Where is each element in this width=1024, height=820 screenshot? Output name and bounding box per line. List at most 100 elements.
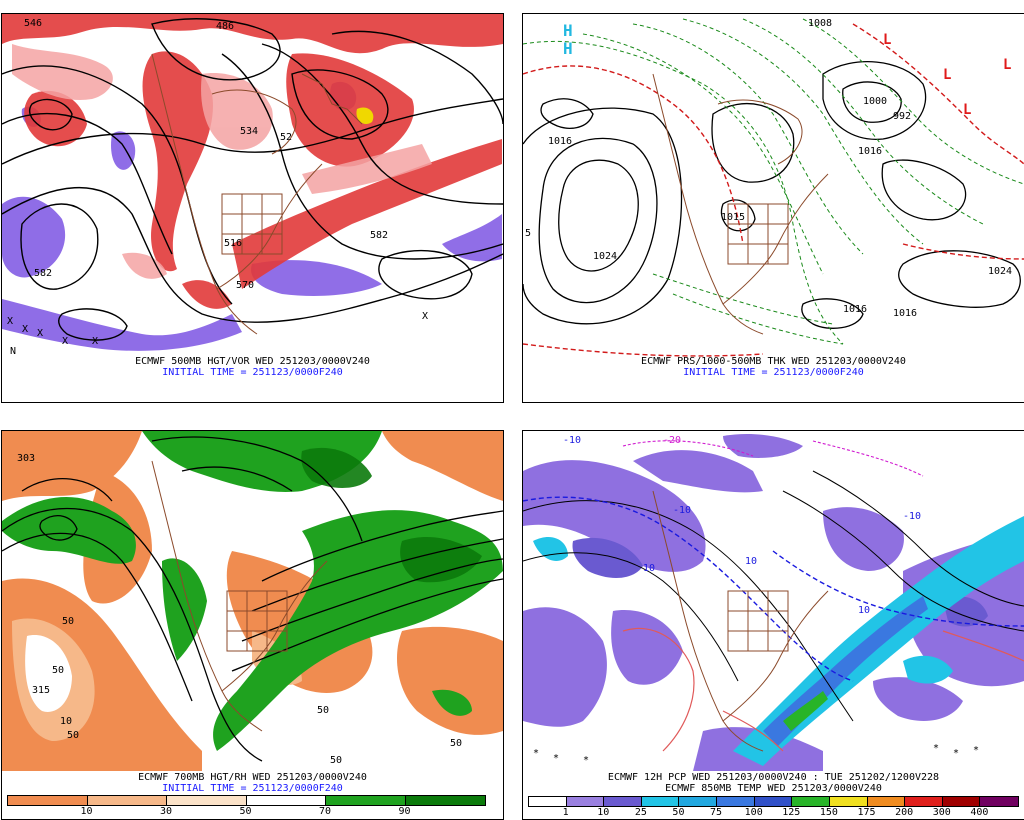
svg-text:*: * [933, 743, 939, 754]
contour-label: -10 [903, 511, 921, 522]
contour-label: 10 [60, 716, 72, 727]
panel-caption-main: ECMWF PRS/1000-500MB THK WED 251203/0000… [641, 356, 906, 367]
precip-colorbar-ticks: 1 10 25 50 75 100 125 150 175 200 300 400 [528, 807, 1017, 819]
map-pressure-thickness: H H L L L L 1008 1016 1024 1024 1016 101… [523, 14, 1024, 369]
contour-label: -10 [563, 435, 581, 446]
contour-label: 50 [52, 665, 64, 676]
svg-text:*: * [533, 748, 539, 759]
contour-label: 1016 [893, 308, 917, 319]
colorbar-tick-label: 50 [239, 806, 252, 817]
contour-label: 303 [17, 453, 35, 464]
colorbar-segment [246, 796, 326, 805]
contour-label: 1016 [548, 136, 572, 147]
contour-label: 582 [34, 268, 52, 279]
svg-text:X: X [37, 328, 43, 339]
colorbar-segment [529, 797, 567, 806]
contour-label: 1016 [843, 304, 867, 315]
svg-text:*: * [553, 753, 559, 764]
colorbar-tick-label: 90 [398, 806, 411, 817]
panel-caption-initial-time: INITIAL TIME = 251123/0000F240 [683, 367, 864, 378]
panel-caption-initial-time: INITIAL TIME = 251123/0000F240 [162, 367, 343, 378]
contour-label: 10 [643, 563, 655, 574]
svg-text:N: N [10, 346, 16, 357]
colorbar-tick-label: 400 [970, 807, 989, 818]
svg-text:L: L [883, 32, 891, 48]
contour-label: 992 [893, 111, 911, 122]
colorbar-segment [641, 797, 680, 806]
contour-label: -20 [663, 435, 681, 446]
svg-text:L: L [1003, 57, 1011, 73]
panel-caption-precip: ECMWF 12H PCP WED 251203/0000V240 : TUE … [607, 772, 940, 783]
panel-caption-temp: ECMWF 850MB TEMP WED 251203/0000V240 [665, 783, 882, 794]
colorbar-tick-label: 150 [819, 807, 838, 818]
colorbar-tick-label: 300 [932, 807, 951, 818]
panel-caption-main: ECMWF 500MB HGT/VOR WED 251203/0000V240 [135, 356, 370, 367]
colorbar-segment [792, 797, 830, 806]
colorbar-tick-label: 125 [782, 807, 801, 818]
colorbar-segment [829, 797, 868, 806]
map-500mb-vorticity: XX XX XNX 546 486 534 52 582 582 516 570 [2, 14, 503, 369]
contour-label: 546 [24, 18, 42, 29]
contour-label: 50 [330, 755, 342, 766]
colorbar-segment [942, 797, 981, 806]
svg-text:X: X [92, 336, 98, 347]
panel-700mb-hgt-rh: 303 50 50 315 10 50 50 50 50 ECMWF 700MB… [1, 430, 504, 820]
panel-caption-initial-time: INITIAL TIME = 251123/0000F240 [162, 783, 343, 794]
contour-label: 315 [32, 685, 50, 696]
map-precip-850mb-temp: * * * * * * -20 -10 -10 10 10 -10 10 [523, 431, 1024, 771]
colorbar-tick-label: 30 [159, 806, 173, 817]
colorbar-tick-label: 200 [895, 807, 914, 818]
colorbar-tick-label: 10 [597, 807, 610, 818]
colorbar-tick-label: 100 [744, 807, 763, 818]
svg-text:H: H [563, 39, 573, 58]
contour-label: 1008 [808, 18, 832, 29]
contour-label: 1016 [858, 146, 882, 157]
panel-caption-main: ECMWF 700MB HGT/RH WED 251203/0000V240 [138, 772, 367, 783]
svg-text:X: X [22, 324, 28, 335]
svg-text:X: X [422, 311, 428, 322]
contour-label: 50 [450, 738, 462, 749]
svg-text:*: * [973, 745, 979, 756]
colorbar-segment [87, 796, 167, 805]
contour-label: 10 [745, 556, 757, 567]
precip-colorbar [528, 796, 1019, 807]
contour-label: 52 [280, 132, 292, 143]
colorbar-segment [604, 797, 642, 806]
svg-text:H: H [563, 21, 573, 40]
colorbar-tick-label: 175 [857, 807, 876, 818]
colorbar-segment [980, 797, 1018, 806]
svg-text:*: * [953, 748, 959, 759]
contour-label: 50 [317, 705, 329, 716]
svg-text:X: X [7, 316, 13, 327]
contour-label: 5 [525, 228, 531, 239]
contour-label: -10 [673, 505, 691, 516]
contour-label: 486 [216, 21, 234, 32]
contour-label: 1000 [863, 96, 887, 107]
colorbar-tick-label: 1 [562, 807, 569, 818]
svg-text:L: L [943, 67, 951, 83]
colorbar-tick-label: 75 [710, 807, 723, 818]
panel-12h-pcp-850mb-temp: * * * * * * -20 -10 -10 10 10 -10 10 ECMWF 12… [522, 430, 1024, 820]
svg-text:L: L [963, 102, 971, 118]
svg-text:*: * [583, 755, 589, 766]
contour-label: 1024 [988, 266, 1012, 277]
colorbar-segment [167, 796, 247, 805]
contour-label: 50 [67, 730, 79, 741]
colorbar-segment [566, 797, 605, 806]
contour-label: 582 [370, 230, 388, 241]
colorbar-segment [754, 797, 793, 806]
colorbar-segment [326, 796, 406, 805]
colorbar-tick-label: 70 [318, 806, 332, 817]
contour-label: 50 [62, 616, 74, 627]
colorbar-segment [867, 797, 906, 806]
colorbar-segment [905, 797, 943, 806]
colorbar-tick-label: 50 [672, 807, 685, 818]
panel-prs-thk: H H L L L L 1008 1016 1024 1024 1016 101… [522, 13, 1024, 403]
contour-label: 1015 [721, 212, 745, 223]
contour-label: 516 [224, 238, 242, 249]
contour-label: 1024 [593, 251, 617, 262]
map-700mb-humidity: 303 50 50 315 10 50 50 50 50 [2, 431, 503, 771]
svg-text:X: X [62, 336, 68, 347]
contour-label: 534 [240, 126, 258, 137]
